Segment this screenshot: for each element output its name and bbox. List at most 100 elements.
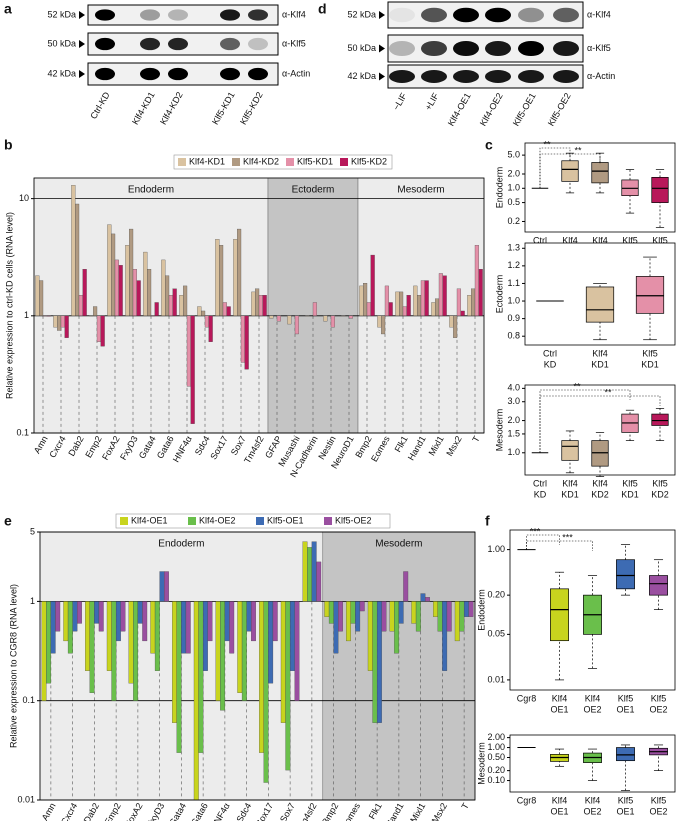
x-tick-label: Hand1 bbox=[406, 434, 428, 462]
bar bbox=[433, 601, 438, 617]
marker-label: 42 kDa bbox=[347, 71, 376, 81]
lane-label: Ctrl-KD bbox=[88, 90, 112, 121]
box bbox=[550, 588, 569, 642]
bar bbox=[287, 315, 292, 325]
box bbox=[651, 413, 669, 426]
bar bbox=[276, 315, 281, 322]
x-tick-label: Klf5 bbox=[618, 795, 634, 805]
bar bbox=[272, 601, 278, 642]
bar bbox=[417, 295, 422, 316]
bar bbox=[363, 283, 368, 316]
x-tick-label: Cgr8 bbox=[517, 693, 537, 703]
bar bbox=[388, 302, 393, 316]
marker-arrow bbox=[379, 44, 385, 53]
y-axis-label: Relative expression to ctrl-KD cells (RN… bbox=[4, 212, 14, 399]
bar bbox=[150, 315, 155, 317]
significance-bracket bbox=[526, 540, 593, 551]
x-tick-label: Emp2 bbox=[102, 801, 122, 821]
bar bbox=[449, 315, 454, 328]
x-tick-label: T bbox=[460, 801, 472, 811]
bar bbox=[78, 295, 83, 316]
antibody-label: α-Klf4 bbox=[587, 9, 611, 19]
y-axis-label: Endoderm bbox=[494, 167, 504, 209]
bar bbox=[446, 601, 452, 632]
bar bbox=[474, 245, 479, 316]
y-axis-label: Mesoderm bbox=[476, 742, 486, 785]
blot-band bbox=[453, 40, 479, 57]
y-tick-label: 0.50 bbox=[487, 752, 505, 762]
significance-label: ** bbox=[543, 139, 551, 149]
y-tick-label: 1.2 bbox=[507, 260, 520, 270]
bar bbox=[46, 315, 51, 317]
marker-arrow bbox=[379, 72, 385, 81]
region-shade bbox=[322, 531, 476, 801]
y-tick-label: 0.20 bbox=[487, 765, 505, 775]
panel-letter: a bbox=[4, 1, 12, 17]
bar bbox=[193, 601, 199, 801]
x-tick-label: Msx2 bbox=[444, 434, 463, 458]
bar bbox=[438, 273, 443, 316]
bar bbox=[255, 288, 260, 316]
bar bbox=[42, 315, 47, 317]
bar bbox=[60, 315, 65, 328]
lane-label: Klf5-KD1 bbox=[210, 90, 237, 126]
bar bbox=[226, 306, 231, 316]
bar bbox=[269, 315, 274, 319]
bar bbox=[355, 601, 361, 632]
marker-arrow bbox=[79, 11, 85, 19]
x-tick-label: OE1 bbox=[550, 806, 568, 816]
bar bbox=[415, 601, 421, 632]
blot-band bbox=[220, 9, 240, 21]
blot-band bbox=[553, 7, 579, 23]
x-tick-label: Klf4 bbox=[592, 348, 608, 358]
blot-band bbox=[95, 9, 115, 21]
x-tick-label: Tm4sf2 bbox=[295, 801, 319, 821]
blot-band bbox=[389, 70, 415, 83]
bar bbox=[370, 254, 375, 316]
y-tick-label: 0.9 bbox=[507, 313, 520, 323]
bar bbox=[406, 295, 411, 316]
lane-label: Klf4-OE1 bbox=[446, 91, 473, 128]
bar bbox=[350, 601, 356, 624]
x-tick-label: Klf5 bbox=[622, 478, 638, 488]
box bbox=[561, 160, 579, 182]
bar bbox=[55, 601, 61, 632]
bar bbox=[258, 295, 263, 316]
bar bbox=[176, 601, 182, 753]
bar bbox=[98, 601, 104, 632]
x-tick-label: OE2 bbox=[649, 806, 667, 816]
x-tick-label: Klf5 bbox=[618, 693, 634, 703]
bar bbox=[172, 288, 177, 316]
x-tick-label: Ctrl bbox=[543, 348, 557, 358]
bar bbox=[41, 601, 47, 701]
bar bbox=[359, 285, 364, 316]
bar bbox=[137, 601, 143, 624]
x-tick-label: Klf4 bbox=[592, 235, 608, 245]
y-tick-label: 0.2 bbox=[507, 216, 520, 226]
legend-swatch bbox=[324, 517, 332, 525]
y-tick-label: 0.10 bbox=[487, 775, 505, 785]
lane-label: Klf4-KD2 bbox=[158, 90, 185, 126]
x-tick-label: KD1 bbox=[561, 489, 579, 499]
legend-label: Klf5-KD2 bbox=[351, 156, 387, 166]
bar bbox=[338, 601, 343, 632]
x-tick-label: Ctrl bbox=[533, 478, 547, 488]
bar bbox=[280, 601, 286, 723]
y-tick-label: 2.0 bbox=[507, 415, 520, 425]
marker-label: 50 kDa bbox=[347, 43, 376, 53]
x-tick-label: KD2 bbox=[591, 489, 609, 499]
bar bbox=[57, 315, 62, 331]
panel-letter: f bbox=[485, 513, 490, 529]
antibody-label: α-Klf4 bbox=[282, 9, 306, 19]
bar bbox=[435, 298, 440, 316]
bar bbox=[285, 601, 291, 771]
lane-label: Klf4-KD1 bbox=[130, 90, 157, 126]
blot-band bbox=[389, 7, 415, 23]
bar bbox=[204, 315, 209, 328]
bar bbox=[96, 315, 101, 342]
x-tick-label: FxyD3 bbox=[145, 801, 167, 821]
x-tick-label: Klf4 bbox=[592, 478, 608, 488]
x-tick-label: OE2 bbox=[583, 806, 601, 816]
bar bbox=[376, 601, 382, 723]
